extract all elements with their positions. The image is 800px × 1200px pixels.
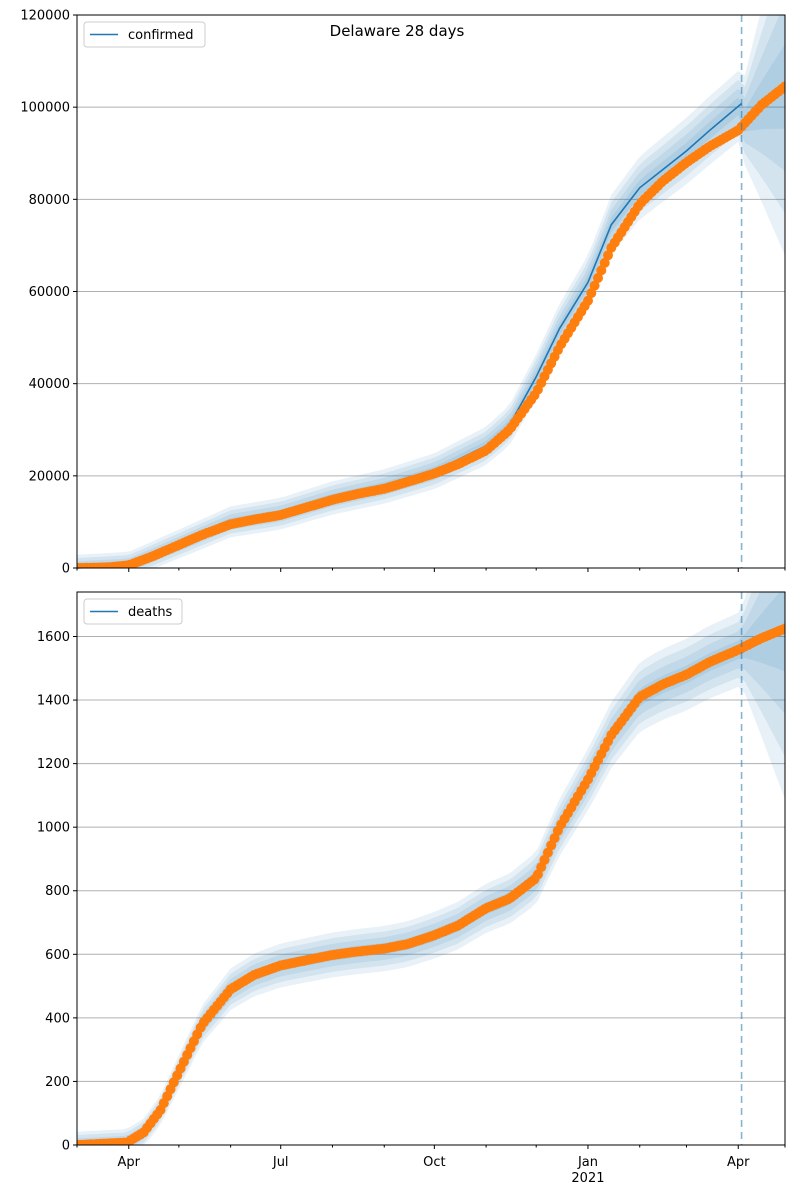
y-tick-label: 600	[45, 948, 70, 963]
uncertainty-band	[77, 592, 785, 1145]
observed-point	[599, 257, 610, 268]
x-tick-label: Jan	[577, 1155, 598, 1170]
y-tick-label: 40000	[29, 377, 70, 392]
y-tick-label: 1600	[37, 630, 70, 645]
uncertainty-band	[77, 15, 785, 568]
observed-points	[77, 81, 785, 568]
observed-point	[596, 265, 607, 276]
legend-box	[83, 598, 183, 625]
uncertainty-band	[77, 592, 785, 1145]
uncertainty-band	[77, 592, 785, 1145]
x-axis: Apr Jul Oct Jan Apr 2021	[118, 1155, 751, 1186]
deaths-panel: 0 200 400 600 800 1000 1200 1400 1600 deaths	[37, 591, 786, 1154]
y-tick-label: 400	[45, 1011, 70, 1026]
y-tick-label: 60000	[29, 285, 70, 300]
y-tick-label: 0	[62, 562, 70, 577]
y-tick-label: 80000	[29, 193, 70, 208]
y-tick-label: 1400	[37, 694, 70, 709]
uncertainty-bands	[77, 592, 785, 1145]
observed-point	[780, 623, 785, 634]
legend-label: confirmed	[128, 28, 194, 43]
observed-points	[77, 623, 785, 1145]
x-tick-label: Apr	[118, 1155, 141, 1170]
y-tick-label: 800	[45, 884, 70, 899]
legend: deaths	[83, 598, 183, 625]
x-year-label: 2021	[571, 1171, 604, 1186]
x-tick-label: Jul	[272, 1155, 289, 1170]
y-tick-label: 100000	[20, 101, 70, 116]
figure-title: Delaware 28 days	[330, 22, 465, 40]
legend-label: deaths	[128, 605, 173, 620]
observed-point	[603, 250, 613, 261]
uncertainty-bands	[77, 15, 785, 568]
y-tick-label: 20000	[29, 469, 70, 484]
x-tick-label: Oct	[423, 1155, 445, 1170]
observed-point	[780, 81, 785, 92]
y-tick-label: 120000	[20, 9, 70, 24]
confirmed-panel: 0 20000 40000 60000 80000 100000 120000 confirm…	[20, 9, 786, 577]
legend-box	[83, 21, 206, 48]
uncertainty-band	[77, 15, 785, 568]
observed-point	[589, 280, 600, 291]
observed-point	[583, 295, 593, 306]
y-tick-label: 0	[62, 1139, 70, 1154]
axes-frame	[76, 591, 786, 1146]
legend: confirmed	[83, 21, 206, 48]
observed-point	[586, 288, 597, 299]
observed-point	[593, 273, 603, 283]
x-tick-label: Apr	[727, 1155, 750, 1170]
y-tick-label: 1200	[37, 757, 70, 772]
y-tick-label: 200	[45, 1075, 70, 1090]
y-tick-label: 1000	[37, 821, 70, 836]
